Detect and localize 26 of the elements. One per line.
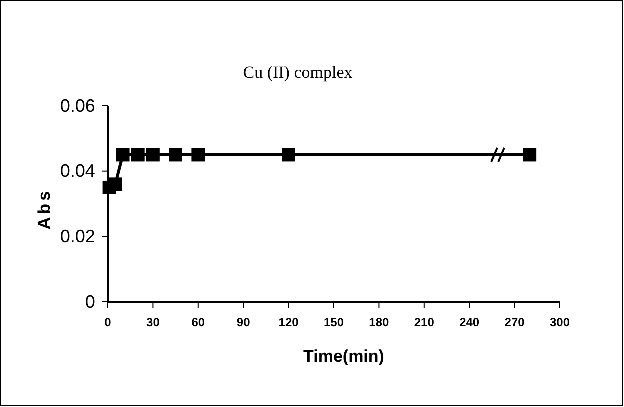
y-tick-label: 0.04	[60, 161, 96, 182]
point	[523, 148, 537, 162]
x-tick-label: 270	[504, 316, 526, 330]
y-tick-label: 0.06	[60, 96, 96, 116]
point	[169, 148, 183, 162]
x-tick-label: 30	[146, 316, 160, 330]
point	[108, 178, 122, 192]
x-tick-label: 60	[192, 316, 206, 330]
chart-title: Cu (II) complex	[243, 63, 354, 82]
x-tick-label: 240	[460, 316, 480, 330]
x-tick-label: 90	[236, 316, 251, 330]
point	[131, 148, 145, 162]
x-tick-label: 150	[324, 316, 344, 330]
y-tick-label: 0	[85, 292, 96, 312]
point	[116, 148, 130, 162]
x-axis-title: Time(min)	[304, 347, 384, 366]
x-tick-label: 0	[104, 316, 112, 330]
y-tick-label: 0.02	[60, 226, 96, 246]
x-tick-label: 300	[550, 316, 570, 330]
point	[282, 148, 296, 162]
x-tick-label: 120	[278, 316, 300, 330]
x-tick-label: 180	[369, 316, 390, 330]
x-tick-label: 210	[414, 316, 435, 330]
point	[146, 148, 160, 162]
point	[192, 148, 206, 162]
y-axis-title: Abs	[35, 188, 54, 230]
